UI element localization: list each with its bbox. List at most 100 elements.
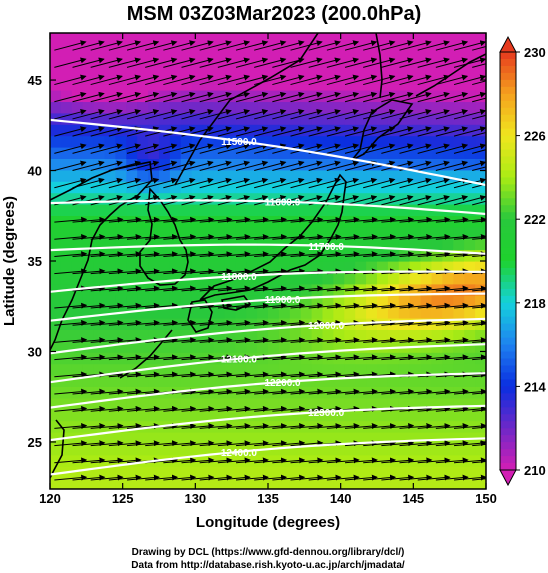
- wind-arrow: [90, 40, 123, 51]
- wind-arrow: [54, 91, 87, 103]
- wind-arrow: [126, 109, 160, 120]
- wind-arrow: [381, 216, 415, 223]
- wind-arrow: [344, 177, 378, 189]
- wind-arrow: [272, 423, 306, 430]
- wind-arrow: [363, 337, 397, 344]
- heatmap-cell: [50, 386, 62, 399]
- colorbar-segment: [500, 198, 516, 206]
- heatmap-cell: [246, 272, 258, 285]
- heatmap-cell: [104, 397, 116, 410]
- heatmap-cell: [159, 90, 171, 102]
- heatmap-cell: [126, 272, 138, 285]
- heatmap-cell: [213, 329, 225, 342]
- heatmap-cell: [224, 261, 236, 273]
- heatmap-cell: [50, 363, 62, 376]
- heatmap-cell: [344, 226, 356, 239]
- wind-arrow: [381, 195, 414, 206]
- heatmap-cell: [464, 181, 476, 194]
- heatmap-cell: [333, 272, 345, 285]
- heatmap-cell: [431, 33, 443, 45]
- height-contours: 11500.011600.011700.011800.011900.012000…: [50, 118, 486, 476]
- wind-arrow: [254, 91, 287, 103]
- heatmap-cell: [420, 409, 433, 422]
- heatmap-cell: [213, 67, 225, 80]
- heatmap-cell: [257, 147, 269, 159]
- heatmap-cell: [115, 90, 127, 102]
- heatmap-cell: [442, 375, 454, 387]
- heatmap-cell: [159, 192, 171, 205]
- heatmap-cell: [398, 67, 411, 80]
- heatmap-cell: [322, 44, 334, 57]
- wind-arrow: [181, 285, 215, 292]
- wind-arrow: [217, 91, 251, 103]
- heatmap-cell: [475, 477, 486, 489]
- wind-arrow: [326, 91, 360, 103]
- heatmap-cell: [268, 67, 280, 80]
- wind-arrow: [90, 91, 123, 103]
- colorbar-segment: [500, 407, 516, 415]
- heatmap-cell: [322, 466, 334, 479]
- colorbar-tick-label: 226: [524, 129, 546, 144]
- heatmap-cell: [377, 101, 389, 114]
- heatmap-cell: [169, 295, 182, 308]
- heatmap-cell: [268, 135, 280, 148]
- wind-arrow: [472, 166, 486, 172]
- wind-arrow: [272, 195, 305, 206]
- colorbar-segment: [500, 247, 516, 255]
- heatmap-cell: [442, 477, 454, 489]
- heatmap: [50, 33, 486, 489]
- colorbar-segment: [500, 205, 516, 213]
- wind-arrow: [290, 40, 323, 51]
- heatmap-cell: [355, 466, 367, 479]
- heatmap-cell: [311, 363, 324, 376]
- wind-arrow: [326, 388, 360, 395]
- wind-arrow: [363, 160, 396, 172]
- heatmap-cell: [377, 67, 389, 80]
- heatmap-cell: [50, 261, 62, 273]
- wind-arrow: [90, 160, 123, 172]
- heatmap-cell: [442, 409, 454, 422]
- heatmap-cell: [104, 466, 116, 479]
- heatmap-cell: [126, 238, 138, 251]
- wind-arrow: [217, 160, 251, 172]
- wind-arrow: [326, 143, 360, 154]
- heatmap-cell: [289, 261, 302, 273]
- heatmap-cell: [213, 272, 225, 285]
- wind-arrow: [54, 233, 88, 240]
- heatmap-cell: [453, 101, 465, 114]
- wind-arrow: [145, 268, 179, 275]
- heatmap-cell: [453, 181, 465, 194]
- wind-arrow: [235, 440, 269, 447]
- heatmap-cell: [377, 466, 389, 479]
- heatmap-cell: [311, 272, 324, 285]
- heatmap-cell: [169, 443, 182, 456]
- wind-arrow: [235, 91, 269, 103]
- wind-arrow: [126, 319, 160, 326]
- wind-arrow: [108, 177, 142, 189]
- heatmap-cell: [322, 272, 334, 285]
- heatmap-cell: [311, 135, 324, 148]
- heatmap-cell: [213, 226, 225, 239]
- heatmap-cell: [387, 375, 400, 387]
- heatmap-cell: [442, 295, 454, 308]
- wind-arrow: [399, 143, 432, 154]
- heatmap-cell: [387, 67, 400, 80]
- wind-arrow: [453, 371, 486, 378]
- heatmap-cell: [246, 329, 258, 342]
- heatmap-cell: [344, 363, 356, 376]
- wind-arrow: [217, 143, 251, 154]
- wind-arrow: [217, 337, 251, 344]
- heatmap-cell: [235, 306, 247, 319]
- heatmap-cell: [82, 78, 95, 91]
- heatmap-cell: [180, 204, 193, 216]
- wind-arrow: [90, 388, 124, 395]
- wind-arrow: [54, 319, 88, 326]
- wind-arrow: [54, 302, 88, 309]
- heatmap-cell: [60, 204, 73, 216]
- heatmap-cell: [71, 261, 84, 273]
- heatmap-cell: [420, 443, 433, 456]
- heatmap-cell: [71, 55, 84, 68]
- heatmap-cell: [453, 329, 465, 342]
- wind-arrow: [326, 354, 360, 361]
